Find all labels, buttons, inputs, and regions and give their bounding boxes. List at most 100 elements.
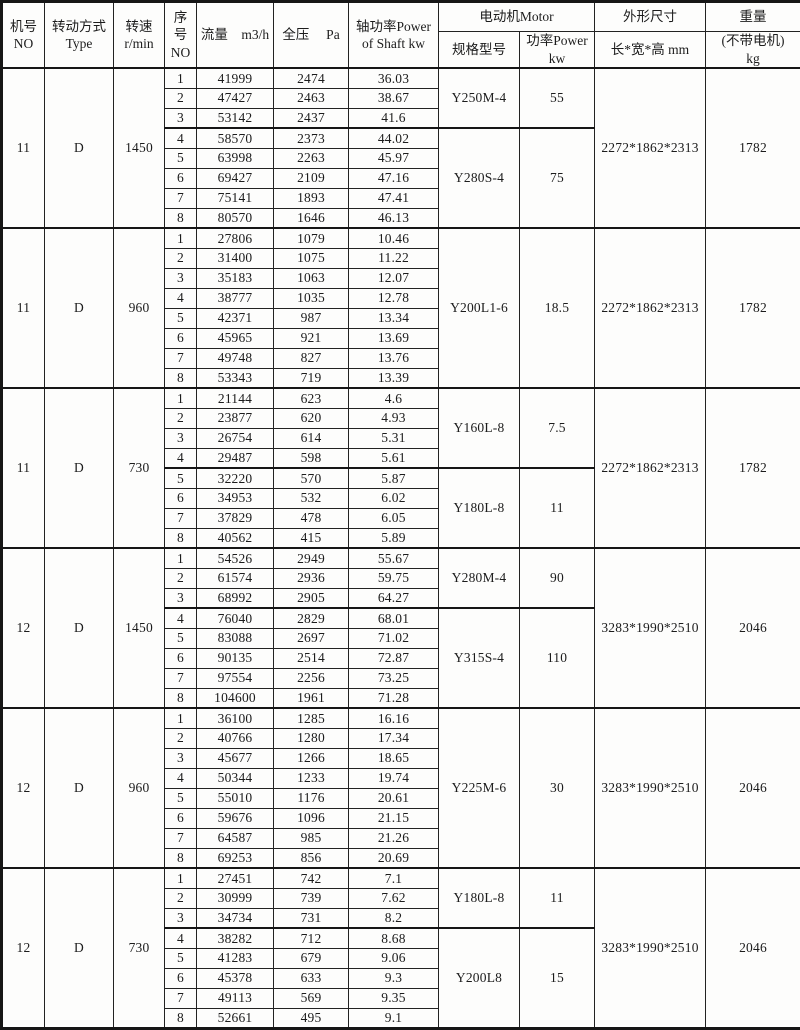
seq-cell: 5 — [165, 948, 197, 968]
pressure-cell: 1893 — [274, 188, 349, 208]
seq-cell: 7 — [165, 668, 197, 688]
seq-cell: 2 — [165, 728, 197, 748]
seq-cell: 6 — [165, 328, 197, 348]
shaft-power-cell: 64.27 — [349, 588, 439, 608]
drive-type-cell: D — [45, 548, 114, 708]
flow-cell: 34953 — [197, 488, 274, 508]
shaft-power-cell: 9.06 — [349, 948, 439, 968]
dimensions-cell: 3283*1990*2510 — [595, 708, 706, 868]
col-header-seq: 序 号 NO — [165, 2, 197, 69]
pressure-cell: 2514 — [274, 648, 349, 668]
shaft-power-cell: 73.25 — [349, 668, 439, 688]
pressure-cell: 2697 — [274, 628, 349, 648]
seq-cell: 2 — [165, 888, 197, 908]
seq-cell: 3 — [165, 108, 197, 128]
fan-no-cell: 11 — [2, 68, 45, 228]
flow-cell: 38777 — [197, 288, 274, 308]
flow-cell: 30999 — [197, 888, 274, 908]
pressure-cell: 2463 — [274, 88, 349, 108]
shaft-power-cell: 68.01 — [349, 608, 439, 628]
flow-cell: 36100 — [197, 708, 274, 728]
seq-cell: 2 — [165, 408, 197, 428]
flow-cell: 64587 — [197, 828, 274, 848]
seq-cell: 8 — [165, 848, 197, 868]
flow-cell: 69427 — [197, 168, 274, 188]
fan-no-cell: 11 — [2, 388, 45, 548]
shaft-power-cell: 20.69 — [349, 848, 439, 868]
seq-cell: 4 — [165, 288, 197, 308]
shaft-power-cell: 41.6 — [349, 108, 439, 128]
seq-cell: 2 — [165, 248, 197, 268]
col-header-motor-group: 电动机Motor — [439, 2, 595, 32]
flow-cell: 59676 — [197, 808, 274, 828]
shaft-power-cell: 20.61 — [349, 788, 439, 808]
seq-cell: 8 — [165, 528, 197, 548]
flow-cell: 76040 — [197, 608, 274, 628]
flow-cell: 40562 — [197, 528, 274, 548]
shaft-power-cell: 72.87 — [349, 648, 439, 668]
pressure-cell: 1035 — [274, 288, 349, 308]
seq-cell: 8 — [165, 208, 197, 228]
shaft-power-cell: 4.93 — [349, 408, 439, 428]
motor-power-cell: 7.5 — [520, 388, 595, 468]
seq-cell: 6 — [165, 168, 197, 188]
pressure-cell: 1280 — [274, 728, 349, 748]
motor-model-cell: Y280M-4 — [439, 548, 520, 608]
seq-cell: 3 — [165, 588, 197, 608]
shaft-power-cell: 4.6 — [349, 388, 439, 408]
shaft-power-cell: 21.15 — [349, 808, 439, 828]
flow-cell: 63998 — [197, 148, 274, 168]
shaft-power-cell: 18.65 — [349, 748, 439, 768]
seq-cell: 3 — [165, 908, 197, 928]
flow-cell: 26754 — [197, 428, 274, 448]
drive-type-cell: D — [45, 388, 114, 548]
flow-cell: 75141 — [197, 188, 274, 208]
shaft-power-cell: 8.68 — [349, 928, 439, 948]
dimensions-cell: 2272*1862*2313 — [595, 68, 706, 228]
col-header-motor-model: 规格型号 — [439, 32, 520, 69]
shaft-power-cell: 12.78 — [349, 288, 439, 308]
pressure-cell: 2949 — [274, 548, 349, 568]
seq-cell: 4 — [165, 128, 197, 148]
seq-cell: 5 — [165, 308, 197, 328]
shaft-power-cell: 11.22 — [349, 248, 439, 268]
flow-cell: 52661 — [197, 1008, 274, 1028]
flow-cell: 104600 — [197, 688, 274, 708]
pressure-cell: 633 — [274, 968, 349, 988]
shaft-power-cell: 17.34 — [349, 728, 439, 748]
drive-type-cell: D — [45, 868, 114, 1028]
shaft-power-cell: 71.02 — [349, 628, 439, 648]
pressure-cell: 1646 — [274, 208, 349, 228]
dimensions-cell: 2272*1862*2313 — [595, 228, 706, 388]
shaft-power-cell: 7.1 — [349, 868, 439, 888]
pressure-cell: 1176 — [274, 788, 349, 808]
motor-model-cell: Y280S-4 — [439, 128, 520, 228]
pressure-cell: 495 — [274, 1008, 349, 1028]
speed-cell: 1450 — [114, 68, 165, 228]
seq-cell: 8 — [165, 368, 197, 388]
shaft-power-cell: 13.76 — [349, 348, 439, 368]
pressure-cell: 739 — [274, 888, 349, 908]
shaft-power-cell: 55.67 — [349, 548, 439, 568]
motor-power-cell: 11 — [520, 468, 595, 548]
pressure-cell: 856 — [274, 848, 349, 868]
flow-cell: 27806 — [197, 228, 274, 248]
flow-cell: 47427 — [197, 88, 274, 108]
motor-model-cell: Y250M-4 — [439, 68, 520, 128]
pressure-cell: 1063 — [274, 268, 349, 288]
seq-cell: 7 — [165, 828, 197, 848]
motor-power-cell: 110 — [520, 608, 595, 708]
pressure-cell: 570 — [274, 468, 349, 488]
flow-cell: 55010 — [197, 788, 274, 808]
weight-cell: 1782 — [706, 388, 800, 548]
seq-cell: 4 — [165, 768, 197, 788]
seq-cell: 7 — [165, 348, 197, 368]
pressure-cell: 620 — [274, 408, 349, 428]
seq-cell: 3 — [165, 428, 197, 448]
shaft-power-cell: 47.41 — [349, 188, 439, 208]
drive-type-cell: D — [45, 68, 114, 228]
